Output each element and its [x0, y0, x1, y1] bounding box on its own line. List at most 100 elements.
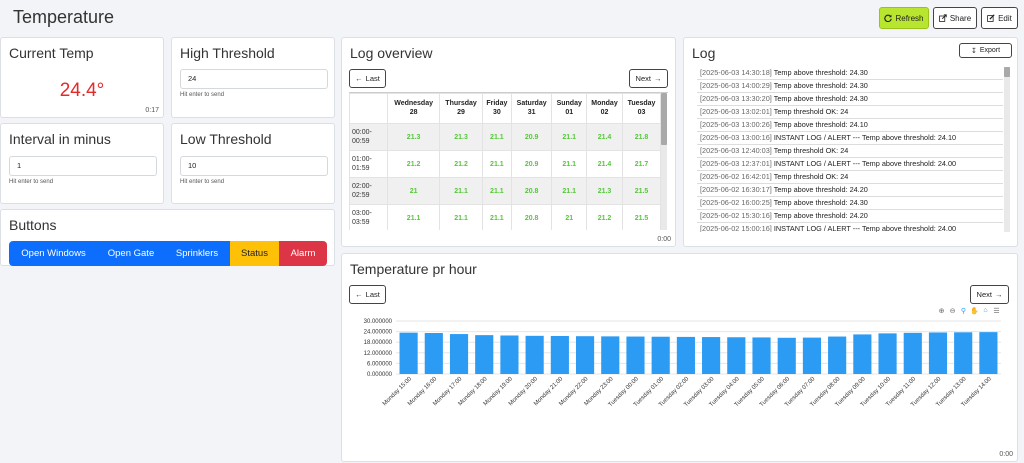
- chart-bar: [550, 336, 569, 374]
- high-threshold-input[interactable]: 24: [180, 69, 328, 89]
- refresh-label: Refresh: [895, 13, 924, 23]
- temp-hour-last-button[interactable]: ← Last: [349, 285, 386, 304]
- log-overview-scrollbar[interactable]: [661, 93, 667, 230]
- table-header-row: Wednesday 28 Thursday 29 Friday 30 Saturday…: [349, 93, 661, 124]
- chart-bar: [475, 335, 494, 374]
- log-scroll-thumb[interactable]: [1004, 67, 1010, 77]
- low-threshold-input[interactable]: 10: [180, 156, 328, 176]
- table-row: 00:00- 00:59 21.3 21.3 21.1 20.9 21.1 21.…: [349, 123, 661, 151]
- export-button[interactable]: ↧ Export: [959, 43, 1012, 58]
- chart-bar: [601, 336, 620, 374]
- refresh-button[interactable]: Refresh: [879, 7, 929, 29]
- log-entry: [2025-06-02 16:42:01] Temp threshold OK:…: [697, 171, 1003, 184]
- table-row: 02:00- 02:59 21 21.1 21.1 20.8 21.1 21.3 …: [349, 177, 661, 205]
- log-title: Log: [692, 45, 716, 61]
- current-temp-title: Current Temp: [9, 45, 94, 61]
- pan-icon[interactable]: ✋: [970, 307, 979, 315]
- table-cell: 21.1: [551, 150, 587, 178]
- table-cell: 20.8: [510, 177, 553, 205]
- interval-hint: Hit enter to send: [9, 179, 54, 185]
- temp-hour-title: Temperature pr hour: [350, 261, 477, 277]
- current-temp-value: 24.4°: [59, 80, 105, 101]
- interval-title: Interval in minus: [9, 131, 111, 147]
- column-header: Tuesday 03: [622, 93, 661, 124]
- log-entry: [2025-06-02 16:00:25] Temp above thresho…: [697, 197, 1003, 210]
- column-header: Saturday 31: [510, 93, 553, 124]
- share-button[interactable]: Share: [933, 7, 977, 29]
- log-overview-scroll-thumb[interactable]: [661, 93, 667, 145]
- chart-bar: [752, 337, 771, 374]
- edit-label: Edit: [998, 13, 1012, 23]
- column-header: Thursday 29: [439, 93, 483, 124]
- temp-hour-time: 0:00: [999, 451, 1013, 458]
- table-cell: 21.1: [481, 150, 512, 178]
- log-overview-time: 0:00: [657, 236, 671, 243]
- magnify-icon[interactable]: ⚲: [960, 307, 967, 315]
- column-header: Monday 02: [585, 93, 624, 124]
- log-entry: [2025-06-03 13:02:01] Temp threshold OK:…: [697, 106, 1003, 119]
- buttons-card: Buttons Open Windows Open Gate Sprinkler…: [0, 209, 335, 266]
- log-overview-last-button[interactable]: ← Last: [349, 69, 386, 88]
- chart-bar: [802, 337, 822, 374]
- log-entry: [2025-06-02 16:30:17] Temp above thresho…: [697, 184, 1003, 197]
- open-gate-button[interactable]: Open Gate: [98, 241, 164, 266]
- low-threshold-hint: Hit enter to send: [180, 179, 225, 185]
- chart-toolbar: ⊕ ⊖ ⚲ ✋ ⌂ ☰: [937, 306, 1001, 316]
- row-label: 02:00- 02:59: [349, 177, 388, 205]
- interval-input[interactable]: 1: [9, 156, 157, 176]
- chart-bar: [853, 334, 872, 374]
- table-cell: 21.1: [481, 177, 512, 205]
- table-cell: 21.5: [622, 177, 661, 205]
- chart-bar: [878, 333, 897, 374]
- low-threshold-card: Low Threshold 10 Hit enter to send: [171, 123, 335, 204]
- chart-bar: [928, 332, 948, 374]
- arrow-left-icon: ←: [355, 290, 363, 299]
- arrow-right-icon: →: [653, 74, 662, 83]
- table-cell: 21.1: [551, 123, 587, 151]
- y-tick-label: 0.000000: [367, 372, 393, 378]
- chart-bar: [702, 337, 721, 374]
- table-cell: 21.2: [585, 204, 624, 230]
- y-tick-label: 18.000000: [364, 340, 393, 346]
- download-icon: ↧: [970, 47, 977, 55]
- chart-bar: [424, 333, 443, 374]
- table-cell: 21.4: [585, 150, 624, 178]
- table-cell: 20.8: [510, 204, 553, 230]
- row-label: 03:00- 03:59: [349, 204, 388, 230]
- open-windows-button[interactable]: Open Windows: [9, 241, 98, 266]
- log-entry: [2025-06-02 15:00:16] INSTANT LOG / ALER…: [697, 223, 1003, 232]
- table-cell: 21.3: [386, 123, 441, 151]
- column-header: Wednesday 28: [386, 93, 441, 124]
- alarm-button[interactable]: Alarm: [279, 241, 327, 266]
- menu-icon[interactable]: ☰: [993, 307, 1000, 315]
- table-cell: 20.9: [510, 123, 553, 151]
- sprinklers-button[interactable]: Sprinklers: [164, 241, 230, 266]
- table-cell: 21.3: [585, 177, 624, 205]
- arrow-left-icon: ←: [355, 74, 363, 83]
- y-tick-label: 6.000000: [367, 361, 393, 367]
- home-icon[interactable]: ⌂: [983, 307, 988, 314]
- log-entry: [2025-06-03 12:37:01] INSTANT LOG / ALER…: [697, 158, 1003, 171]
- log-scrollbar[interactable]: [1004, 67, 1010, 232]
- zoom-out-icon[interactable]: ⊖: [949, 307, 956, 315]
- table-cell: 21.1: [439, 204, 483, 230]
- chart-bar: [903, 332, 922, 374]
- table-cell: 21.1: [481, 204, 512, 230]
- table-cell: 20.9: [510, 150, 553, 178]
- temp-hour-chart: 0.000000 6.000000 12.000000 18.000000 24.000…: [341, 305, 1017, 425]
- status-button[interactable]: Status: [230, 241, 279, 266]
- temp-hour-next-button[interactable]: Next →: [970, 285, 1009, 304]
- edit-button[interactable]: Edit: [981, 7, 1018, 29]
- log-entry: [2025-06-03 14:00:29] Temp above thresho…: [697, 80, 1003, 93]
- current-temp-time: 0:17: [145, 107, 159, 114]
- export-label: Export: [979, 47, 1001, 54]
- zoom-in-icon[interactable]: ⊕: [938, 307, 945, 315]
- chart-bar: [676, 336, 695, 374]
- chart-bar: [954, 332, 973, 374]
- high-threshold-card: High Threshold 24 Hit enter to send: [171, 37, 335, 118]
- current-temp-card: Current Temp 24.4° 0:17: [0, 37, 164, 118]
- log-overview-next-button[interactable]: Next →: [629, 69, 668, 88]
- y-tick-label: 24.000000: [364, 330, 393, 336]
- last-label: Last: [365, 290, 380, 299]
- log-card: Log: [683, 37, 1018, 247]
